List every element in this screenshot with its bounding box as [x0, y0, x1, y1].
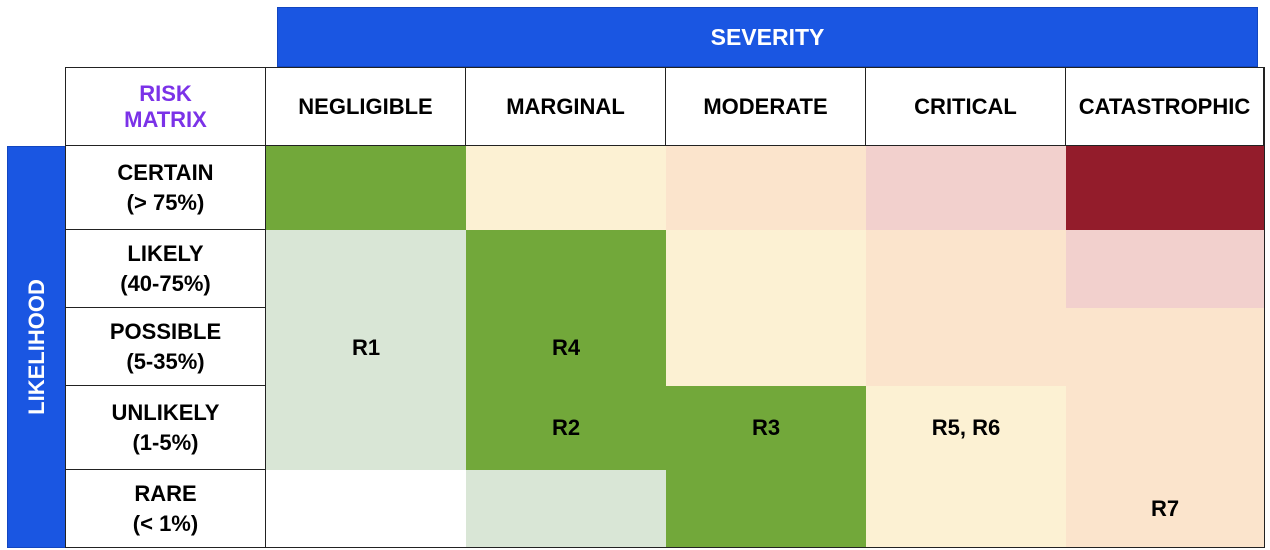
zone-negligible-likely-unlikely [266, 230, 466, 470]
zone-certain-catastrophic [1066, 146, 1264, 230]
zone-marginal-likely-unlikely [466, 230, 666, 470]
zone-certain-marginal [466, 146, 666, 230]
severity-header: SEVERITY [277, 7, 1258, 67]
likelihood-certain: CERTAIN (> 75%) [65, 145, 266, 230]
matrix-border-bottom [65, 547, 1265, 548]
likelihood-possible: POSSIBLE (5-35%) [65, 307, 266, 386]
zone-moderate-unlikely-rare [666, 386, 866, 548]
severity-critical: CRITICAL [865, 67, 1066, 146]
likelihood-rare: RARE (< 1%) [65, 469, 266, 548]
risk-r7: R7 [1150, 496, 1180, 521]
likelihood-rare-name: RARE [134, 480, 197, 506]
risk-r3: R3 [751, 415, 781, 440]
likelihood-title: LIKELIHOOD [23, 279, 49, 415]
likelihood-likely-range: (40-75%) [120, 270, 211, 296]
zone-catastrophic-possible-rare [1066, 308, 1264, 548]
zone-rare-marginal [466, 470, 666, 548]
zone-catastrophic-likely [1066, 230, 1264, 308]
likelihood-band [7, 146, 66, 548]
zone-critical-likely-possible [866, 230, 1066, 386]
severity-moderate: MODERATE [665, 67, 866, 146]
likelihood-possible-range: (5-35%) [126, 348, 205, 374]
likelihood-unlikely-range: (1-5%) [132, 429, 199, 455]
likelihood-likely: LIKELY (40-75%) [65, 229, 266, 308]
likelihood-likely-name: LIKELY [127, 240, 204, 266]
zone-certain-critical [866, 146, 1066, 230]
risk-r1: R1 [351, 335, 381, 360]
risk-matrix-title-line1: RISK [139, 80, 192, 106]
severity-marginal: MARGINAL [465, 67, 666, 146]
likelihood-header: LIKELIHOOD [7, 146, 66, 548]
risk-matrix-title: RISK MATRIX [65, 67, 266, 146]
zone-rare-negligible [266, 470, 466, 548]
zone-critical-unlikely-rare [866, 386, 1066, 548]
likelihood-unlikely-name: UNLIKELY [111, 399, 220, 425]
risk-r2: R2 [551, 415, 581, 440]
risk-r5-r6: R5, R6 [931, 415, 1001, 440]
likelihood-rare-range: (< 1%) [132, 510, 199, 536]
severity-negligible: NEGLIGIBLE [265, 67, 466, 146]
zone-moderate-likely-possible [666, 230, 866, 386]
likelihood-possible-name: POSSIBLE [109, 318, 222, 344]
zone-certain-negligible [266, 146, 466, 230]
likelihood-certain-name: CERTAIN [117, 159, 214, 185]
zone-certain-moderate [666, 146, 866, 230]
matrix-border-right [1264, 67, 1265, 548]
likelihood-unlikely: UNLIKELY (1-5%) [65, 385, 266, 470]
risk-r4: R4 [551, 335, 581, 360]
risk-matrix-title-line2: MATRIX [124, 106, 207, 132]
likelihood-certain-range: (> 75%) [126, 189, 205, 215]
severity-catastrophic: CATASTROPHIC [1065, 67, 1264, 146]
